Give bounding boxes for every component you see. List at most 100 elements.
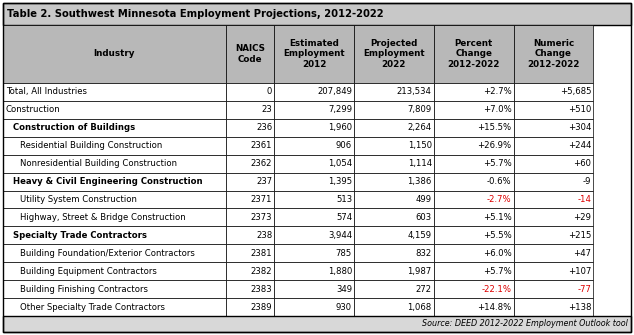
Text: Estimated
Employment
2012: Estimated Employment 2012 [283, 39, 345, 69]
Bar [3, 155, 226, 173]
Text: 1,068: 1,068 [408, 303, 432, 312]
Text: 1,960: 1,960 [328, 123, 352, 132]
Bar [226, 280, 275, 298]
Text: +5.5%: +5.5% [483, 231, 512, 240]
Text: 2381: 2381 [250, 249, 272, 258]
Text: Residential Building Construction: Residential Building Construction [20, 141, 162, 150]
Bar [514, 244, 593, 262]
Text: 213,534: 213,534 [397, 87, 432, 96]
Text: 2389: 2389 [250, 303, 272, 312]
Bar [354, 208, 434, 226]
Bar [354, 155, 434, 173]
Text: -14: -14 [578, 195, 592, 204]
Text: 237: 237 [256, 177, 272, 186]
Text: 906: 906 [336, 141, 352, 150]
Bar [3, 119, 226, 137]
Bar [434, 155, 514, 173]
Text: Specialty Trade Contractors: Specialty Trade Contractors [13, 231, 147, 240]
Bar [514, 262, 593, 280]
Bar [354, 262, 434, 280]
Bar [514, 173, 593, 191]
Bar [434, 262, 514, 280]
Text: 785: 785 [336, 249, 352, 258]
Text: 2382: 2382 [250, 267, 272, 276]
Text: +107: +107 [568, 267, 592, 276]
Bar [275, 137, 354, 155]
Bar [514, 155, 593, 173]
Bar [514, 83, 593, 101]
Bar [3, 316, 631, 332]
Bar [275, 101, 354, 119]
Bar [3, 208, 226, 226]
Bar [354, 298, 434, 316]
Text: 1,987: 1,987 [408, 267, 432, 276]
Text: Building Foundation/Exterior Contractors: Building Foundation/Exterior Contractors [20, 249, 195, 258]
Bar [3, 83, 226, 101]
Text: +60: +60 [573, 159, 592, 168]
Bar [434, 25, 514, 83]
Text: Total, All Industries: Total, All Industries [6, 87, 87, 96]
Text: 2361: 2361 [251, 141, 272, 150]
Text: 499: 499 [416, 195, 432, 204]
Bar [434, 191, 514, 208]
Text: +304: +304 [568, 123, 592, 132]
Text: 4,159: 4,159 [408, 231, 432, 240]
Bar [3, 3, 631, 25]
Bar [514, 208, 593, 226]
Text: +15.5%: +15.5% [477, 123, 512, 132]
Text: 930: 930 [336, 303, 352, 312]
Bar [226, 191, 275, 208]
Text: +5,685: +5,685 [560, 87, 592, 96]
Text: Other Specialty Trade Contractors: Other Specialty Trade Contractors [20, 303, 165, 312]
Text: 2371: 2371 [251, 195, 272, 204]
Bar [434, 280, 514, 298]
Text: 1,054: 1,054 [328, 159, 352, 168]
Text: +5.7%: +5.7% [483, 267, 512, 276]
Bar [226, 262, 275, 280]
Bar [3, 226, 226, 244]
Text: 0: 0 [267, 87, 272, 96]
Text: +29: +29 [573, 213, 592, 222]
Text: 2383: 2383 [250, 285, 272, 293]
Text: 3,944: 3,944 [328, 231, 352, 240]
Bar [354, 83, 434, 101]
Bar [514, 226, 593, 244]
Bar [434, 298, 514, 316]
Text: 207,849: 207,849 [317, 87, 352, 96]
Bar [354, 137, 434, 155]
Text: Industry: Industry [94, 50, 135, 59]
Text: Numeric
Change
2012-2022: Numeric Change 2012-2022 [527, 39, 579, 69]
Text: 2373: 2373 [251, 213, 272, 222]
Text: 1,880: 1,880 [328, 267, 352, 276]
Text: +2.7%: +2.7% [483, 87, 512, 96]
Bar [514, 137, 593, 155]
Bar [226, 244, 275, 262]
Text: +5.1%: +5.1% [483, 213, 512, 222]
Text: 272: 272 [416, 285, 432, 293]
Bar [3, 137, 226, 155]
Bar [275, 25, 354, 83]
Bar [434, 244, 514, 262]
Text: 513: 513 [336, 195, 352, 204]
Bar [354, 244, 434, 262]
Text: Highway, Street & Bridge Construction: Highway, Street & Bridge Construction [20, 213, 186, 222]
Bar [434, 208, 514, 226]
Text: 23: 23 [262, 106, 272, 114]
Text: 2362: 2362 [251, 159, 272, 168]
Bar [226, 226, 275, 244]
Bar [514, 25, 593, 83]
Text: -2.7%: -2.7% [487, 195, 512, 204]
Text: +6.0%: +6.0% [483, 249, 512, 258]
Text: -22.1%: -22.1% [482, 285, 512, 293]
Text: 574: 574 [336, 213, 352, 222]
Bar [275, 244, 354, 262]
Bar [354, 119, 434, 137]
Text: Source: DEED 2012-2022 Employment Outlook tool: Source: DEED 2012-2022 Employment Outloo… [422, 320, 628, 329]
Bar [3, 191, 226, 208]
Bar [434, 83, 514, 101]
Bar [434, 119, 514, 137]
Bar [434, 101, 514, 119]
Text: Building Equipment Contractors: Building Equipment Contractors [20, 267, 157, 276]
Bar [3, 280, 226, 298]
Bar [3, 262, 226, 280]
